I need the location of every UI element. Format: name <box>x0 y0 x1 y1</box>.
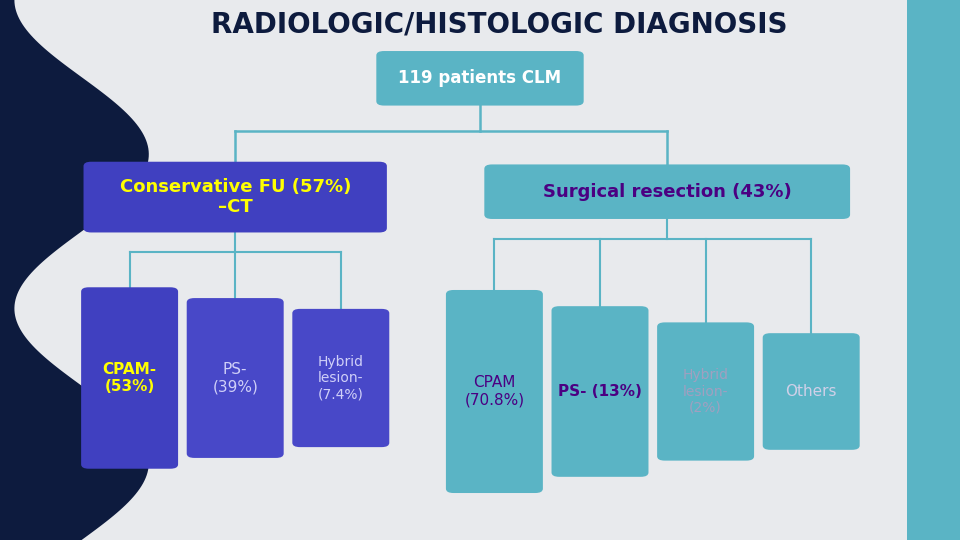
FancyBboxPatch shape <box>81 287 178 469</box>
FancyBboxPatch shape <box>292 309 390 447</box>
Text: Hybrid
lesion-
(2%): Hybrid lesion- (2%) <box>683 368 729 415</box>
Text: 119 patients CLM: 119 patients CLM <box>398 69 562 87</box>
FancyBboxPatch shape <box>186 298 284 458</box>
FancyBboxPatch shape <box>657 322 754 461</box>
Text: Surgical resection (43%): Surgical resection (43%) <box>542 183 792 201</box>
Text: Conservative FU (57%)
–CT: Conservative FU (57%) –CT <box>119 178 351 217</box>
FancyBboxPatch shape <box>445 290 543 493</box>
Text: RADIOLOGIC/HISTOLOGIC DIAGNOSIS: RADIOLOGIC/HISTOLOGIC DIAGNOSIS <box>211 10 787 38</box>
Text: PS- (13%): PS- (13%) <box>558 384 642 399</box>
FancyBboxPatch shape <box>551 306 649 477</box>
Text: Hybrid
lesion-
(7.4%): Hybrid lesion- (7.4%) <box>318 355 364 401</box>
Text: CPAM
(70.8%): CPAM (70.8%) <box>465 375 524 408</box>
Polygon shape <box>0 0 149 540</box>
FancyBboxPatch shape <box>376 51 584 106</box>
FancyBboxPatch shape <box>84 162 387 232</box>
FancyBboxPatch shape <box>762 333 860 450</box>
Text: CPAM-
(53%): CPAM- (53%) <box>103 362 156 394</box>
Text: Others: Others <box>785 384 837 399</box>
FancyBboxPatch shape <box>907 0 960 540</box>
Text: PS-
(39%): PS- (39%) <box>212 362 258 394</box>
FancyBboxPatch shape <box>484 164 851 219</box>
